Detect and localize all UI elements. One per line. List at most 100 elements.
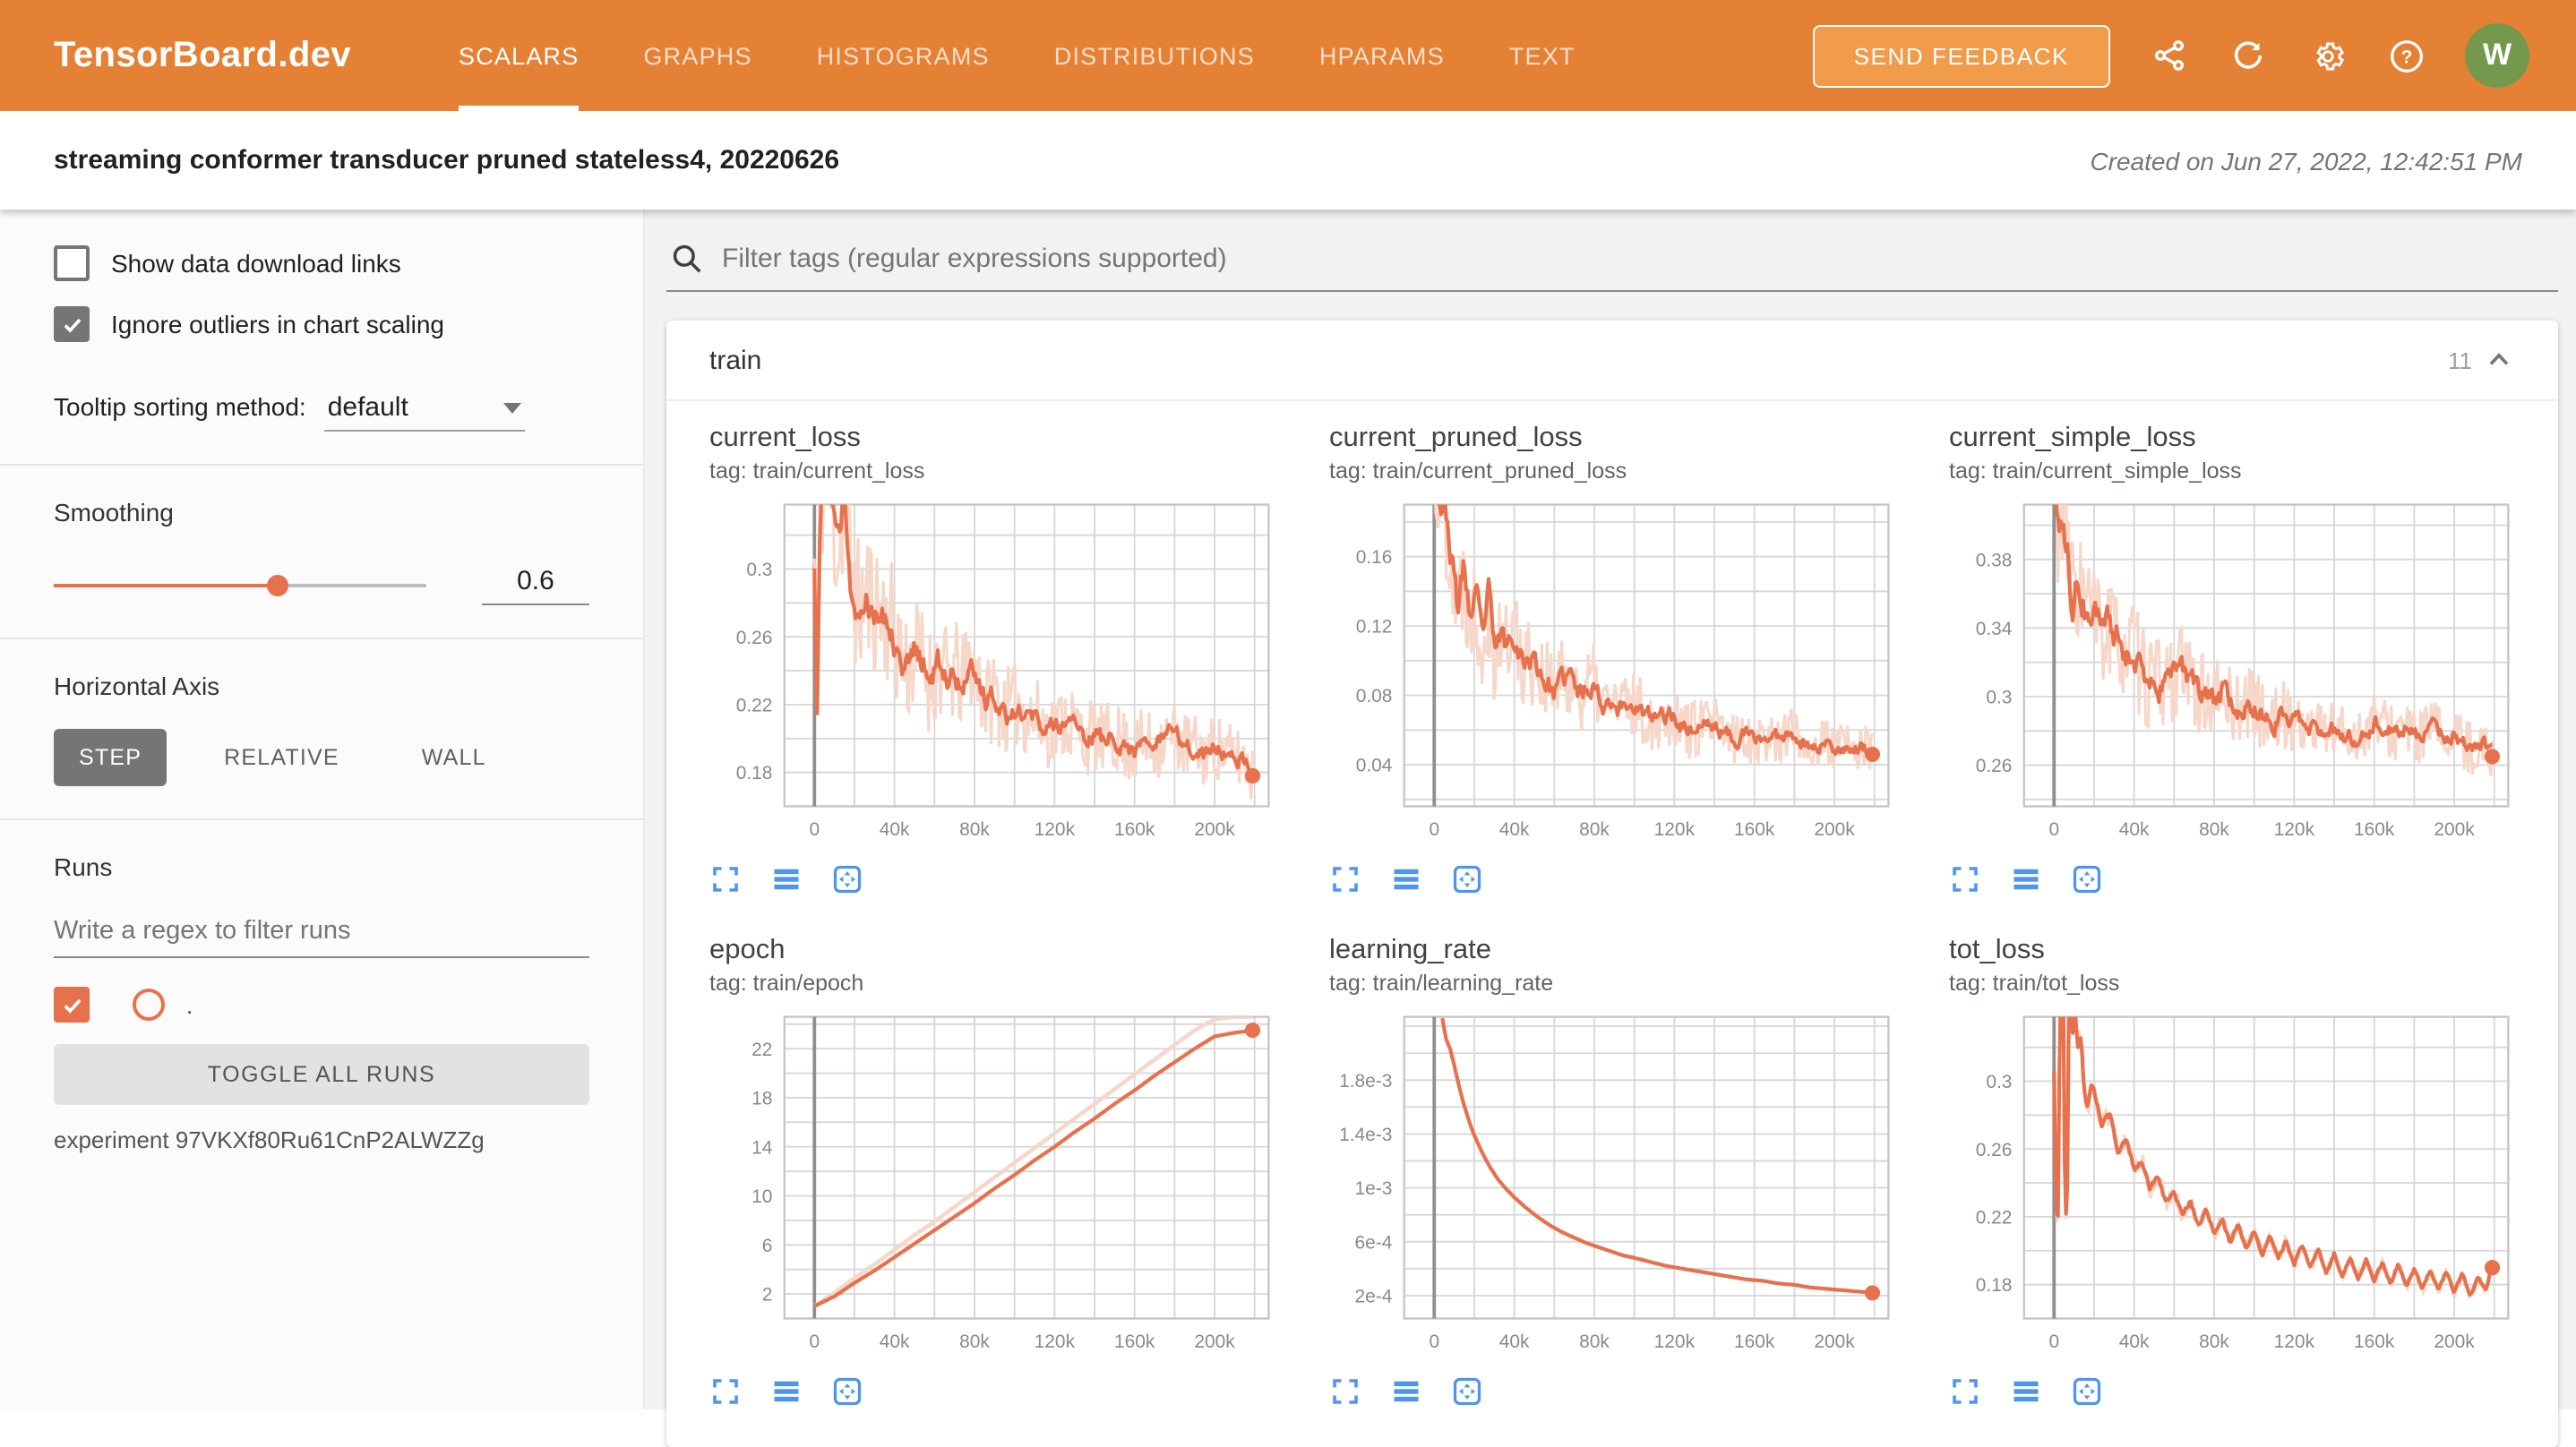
runs-regex-input[interactable] bbox=[54, 906, 589, 958]
svg-text:0: 0 bbox=[2048, 1331, 2059, 1352]
fit-domain-icon[interactable] bbox=[1451, 863, 1487, 899]
sidebar-divider bbox=[0, 638, 643, 639]
chart-canvas-current-pruned-loss[interactable]: 0.04 0.08 0.12 0.16 0 40k 80k 120k 160k 200k bbox=[1329, 491, 1895, 856]
expand-chart-icon[interactable] bbox=[1949, 1375, 1985, 1411]
fit-domain-icon[interactable] bbox=[831, 863, 867, 899]
svg-text:120k: 120k bbox=[2274, 819, 2315, 840]
svg-text:80k: 80k bbox=[1579, 1331, 1610, 1352]
header-actions: SEND FEEDBACK bbox=[1812, 0, 2529, 111]
svg-text:80k: 80k bbox=[2199, 819, 2229, 840]
svg-text:80k: 80k bbox=[959, 819, 990, 840]
svg-text:160k: 160k bbox=[2354, 1331, 2395, 1352]
svg-text:0.12: 0.12 bbox=[1356, 617, 1393, 638]
experiment-id: experiment 97VKXf80Ru61CnP2ALWZZg bbox=[54, 1126, 485, 1153]
chart-actions bbox=[1949, 863, 2515, 899]
tab-histograms[interactable]: HISTOGRAMS bbox=[816, 42, 990, 69]
svg-text:0.3: 0.3 bbox=[1986, 688, 2012, 708]
smoothing-value[interactable]: 0.6 bbox=[482, 566, 589, 605]
send-feedback-button[interactable]: SEND FEEDBACK bbox=[1812, 24, 2110, 87]
expand-chart-icon[interactable] bbox=[709, 863, 745, 899]
run-checkbox[interactable] bbox=[54, 987, 90, 1023]
log-scale-icon[interactable] bbox=[770, 863, 806, 899]
log-scale-icon[interactable] bbox=[2010, 1375, 2046, 1411]
chart-title: learning_rate bbox=[1329, 935, 1491, 965]
fit-domain-icon[interactable] bbox=[1451, 1375, 1487, 1411]
horizontal-axis-toggle: STEP RELATIVE WALL bbox=[54, 729, 589, 786]
chart-canvas-tot-loss[interactable]: 0.18 0.22 0.26 0.3 0 40k 80k 120k 160k 200k bbox=[1949, 1003, 2515, 1368]
axis-wall-button[interactable]: WALL bbox=[421, 745, 486, 770]
expand-chart-icon[interactable] bbox=[1329, 863, 1365, 899]
log-scale-icon[interactable] bbox=[2010, 863, 2046, 899]
svg-text:0.26: 0.26 bbox=[1976, 756, 2013, 776]
smoothing-slider[interactable] bbox=[54, 573, 426, 598]
refresh-icon[interactable] bbox=[2228, 36, 2268, 75]
help-icon[interactable]: ? bbox=[2386, 36, 2426, 75]
checkbox-show-data-download-links[interactable]: Show data download links bbox=[54, 245, 589, 281]
tab-hparams[interactable]: HPARAMS bbox=[1318, 42, 1445, 69]
tooltip-sorting-row: Tooltip sorting method: default bbox=[54, 389, 589, 432]
svg-text:0: 0 bbox=[1429, 1331, 1439, 1352]
smoothing-label: Smoothing bbox=[54, 498, 174, 527]
brand-logo: TensorBoard.dev bbox=[54, 35, 351, 74]
expand-chart-icon[interactable] bbox=[1949, 863, 1985, 899]
chart-tag: tag: train/current_loss bbox=[709, 458, 925, 484]
svg-text:120k: 120k bbox=[1654, 819, 1696, 840]
chart-title: epoch bbox=[709, 935, 786, 965]
checkbox-ignore-outliers-in-chart-scaling[interactable]: Ignore outliers in chart scaling bbox=[54, 306, 589, 342]
svg-text:14: 14 bbox=[751, 1137, 773, 1158]
chart-cell-epoch: epoch tag: train/epoch 2 6 10 14 18 22 0 40k 80k 12… bbox=[709, 935, 1275, 1411]
axis-step-button[interactable]: STEP bbox=[54, 729, 167, 786]
tab-graphs[interactable]: GRAPHS bbox=[643, 42, 752, 69]
svg-text:200k: 200k bbox=[1814, 819, 1855, 840]
log-scale-icon[interactable] bbox=[1390, 1375, 1426, 1411]
svg-text:0.26: 0.26 bbox=[1976, 1140, 2013, 1160]
tab-distributions[interactable]: DISTRIBUTIONS bbox=[1053, 42, 1255, 69]
log-scale-icon[interactable] bbox=[770, 1375, 806, 1411]
svg-text:0: 0 bbox=[2048, 819, 2059, 840]
expand-chart-icon[interactable] bbox=[709, 1375, 745, 1411]
tag-filter-input[interactable] bbox=[718, 242, 2555, 276]
unchecked-checkbox-icon[interactable] bbox=[54, 245, 90, 281]
svg-text:0.3: 0.3 bbox=[746, 560, 772, 580]
tooltip-sorting-label: Tooltip sorting method: bbox=[54, 392, 306, 421]
train-card: train 11 current_loss tag: train/current_… bbox=[666, 321, 2558, 1447]
tab-scalars[interactable]: SCALARS bbox=[459, 0, 580, 111]
svg-text:120k: 120k bbox=[2274, 1331, 2315, 1352]
chart-canvas-current-loss[interactable]: 0.18 0.22 0.26 0.3 0 40k 80k 120k 160k 200k bbox=[709, 491, 1275, 856]
fit-domain-icon[interactable] bbox=[2071, 863, 2107, 899]
svg-text:0.18: 0.18 bbox=[736, 763, 773, 783]
user-avatar[interactable]: W bbox=[2465, 23, 2529, 88]
chart-count-badge: 11 bbox=[2448, 347, 2472, 373]
fit-domain-icon[interactable] bbox=[831, 1375, 867, 1411]
svg-text:0.34: 0.34 bbox=[1976, 619, 2013, 639]
axis-relative-button[interactable]: RELATIVE bbox=[224, 745, 339, 770]
share-icon[interactable] bbox=[2150, 36, 2189, 75]
chart-canvas-learning-rate[interactable]: 2e-4 6e-4 1e-3 1.4e-3 1.8e-3 0 40k 80k 120k 160k 2… bbox=[1329, 1003, 1895, 1368]
chart-canvas-current-simple-loss[interactable]: 0.26 0.3 0.34 0.38 0 40k 80k 120k 160k 200k bbox=[1949, 491, 2515, 856]
chart-cell-current-pruned-loss: current_pruned_loss tag: train/current_pr… bbox=[1329, 423, 1895, 899]
search-icon bbox=[670, 242, 704, 276]
svg-text:200k: 200k bbox=[2434, 819, 2475, 840]
sidebar-divider bbox=[0, 818, 643, 820]
svg-text:18: 18 bbox=[751, 1089, 772, 1109]
settings-sidebar: Show data download links Ignore outliers … bbox=[0, 210, 645, 1409]
svg-text:2e-4: 2e-4 bbox=[1355, 1287, 1393, 1307]
chart-canvas-epoch[interactable]: 2 6 10 14 18 22 0 40k 80k 120k 160k 200k bbox=[709, 1003, 1275, 1368]
tab-text[interactable]: TEXT bbox=[1508, 42, 1576, 69]
chevron-up-icon[interactable] bbox=[2483, 344, 2515, 376]
toggle-all-runs-button[interactable]: TOGGLE ALL RUNS bbox=[54, 1044, 589, 1105]
train-card-header[interactable]: train 11 bbox=[666, 321, 2558, 401]
run-list-item[interactable]: . bbox=[54, 987, 589, 1023]
experiment-subheader: streaming conformer transducer pruned st… bbox=[0, 111, 2576, 210]
svg-text:200k: 200k bbox=[2434, 1331, 2475, 1352]
checked-checkbox-icon[interactable] bbox=[54, 306, 90, 342]
horizontal-axis-label: Horizontal Axis bbox=[54, 672, 220, 700]
log-scale-icon[interactable] bbox=[1390, 863, 1426, 899]
tooltip-sorting-select[interactable]: default bbox=[323, 389, 525, 432]
chart-actions bbox=[1329, 863, 1895, 899]
expand-chart-icon[interactable] bbox=[1329, 1375, 1365, 1411]
chart-tag: tag: train/current_pruned_loss bbox=[1329, 458, 1627, 484]
settings-gear-icon[interactable] bbox=[2307, 36, 2347, 75]
fit-domain-icon[interactable] bbox=[2071, 1375, 2107, 1411]
sidebar-divider bbox=[0, 464, 643, 466]
